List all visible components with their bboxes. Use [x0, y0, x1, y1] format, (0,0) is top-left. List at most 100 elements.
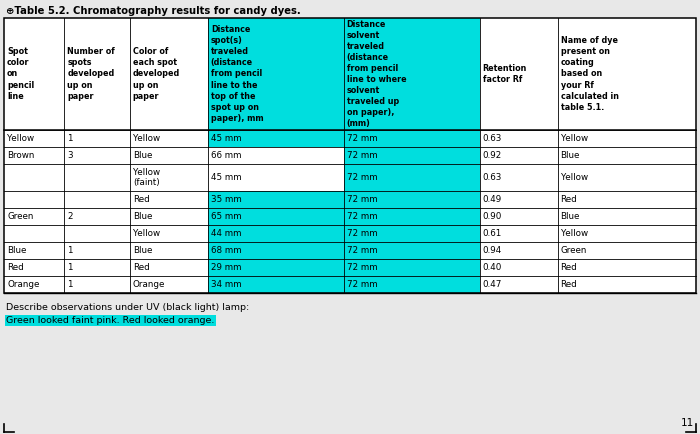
Bar — [130, 225, 208, 242]
Text: Describe observations under UV (black light) lamp:: Describe observations under UV (black li… — [6, 303, 249, 312]
Bar — [130, 130, 208, 147]
Text: Spot
color
on
pencil
line: Spot color on pencil line — [7, 47, 34, 101]
Bar — [130, 242, 208, 259]
Bar — [4, 242, 64, 259]
Text: 0.90: 0.90 — [482, 212, 502, 221]
Text: 29 mm: 29 mm — [211, 263, 241, 272]
Text: Orange: Orange — [7, 280, 39, 289]
Bar — [480, 130, 558, 147]
Text: 66 mm: 66 mm — [211, 151, 241, 160]
Bar — [4, 208, 64, 225]
Text: 72 mm: 72 mm — [346, 246, 377, 255]
Text: Number of
spots
developed
up on
paper: Number of spots developed up on paper — [67, 47, 115, 101]
Bar — [64, 130, 130, 147]
Bar — [208, 259, 344, 276]
Bar — [480, 191, 558, 208]
Bar — [4, 147, 64, 164]
Bar — [208, 191, 344, 208]
Bar — [64, 225, 130, 242]
Bar — [344, 242, 480, 259]
Text: Name of dye
present on
coating
based on
your Rf
calculated in
table 5.1.: Name of dye present on coating based on … — [561, 36, 619, 112]
Bar — [558, 242, 696, 259]
Bar — [480, 147, 558, 164]
Text: Orange: Orange — [133, 280, 165, 289]
Text: Yellow: Yellow — [133, 229, 160, 238]
Text: 72 mm: 72 mm — [346, 151, 377, 160]
Bar — [208, 130, 344, 147]
Bar — [558, 147, 696, 164]
Text: Blue: Blue — [133, 212, 152, 221]
Text: 0.40: 0.40 — [482, 263, 502, 272]
Text: 1: 1 — [67, 280, 73, 289]
Text: Red: Red — [561, 195, 578, 204]
Bar — [480, 164, 558, 191]
Text: Yellow: Yellow — [561, 173, 588, 182]
Bar — [344, 276, 480, 293]
Bar — [558, 259, 696, 276]
Text: Green: Green — [561, 246, 587, 255]
Text: Distance
spot(s)
traveled
(distance
from pencil
line to the
top of the
spot up o: Distance spot(s) traveled (distance from… — [211, 25, 263, 123]
Text: Green: Green — [7, 212, 34, 221]
Bar — [4, 18, 696, 293]
Text: Blue: Blue — [7, 246, 27, 255]
Text: Red: Red — [561, 263, 578, 272]
Text: Yellow: Yellow — [7, 134, 34, 143]
Bar — [208, 242, 344, 259]
Text: 1: 1 — [67, 246, 73, 255]
Text: Yellow: Yellow — [561, 229, 588, 238]
Bar — [130, 208, 208, 225]
Bar — [130, 147, 208, 164]
Bar — [4, 164, 64, 191]
Bar — [344, 18, 480, 130]
Text: 0.61: 0.61 — [482, 229, 502, 238]
Bar — [344, 164, 480, 191]
Bar — [130, 276, 208, 293]
Bar — [4, 191, 64, 208]
Text: Blue: Blue — [561, 212, 580, 221]
Text: 0.49: 0.49 — [482, 195, 502, 204]
Text: Retention
factor Rf: Retention factor Rf — [482, 64, 527, 84]
Text: Red: Red — [561, 280, 578, 289]
Text: Distance
solvent
traveled
(distance
from pencil
line to where
solvent
traveled u: Distance solvent traveled (distance from… — [346, 20, 406, 128]
Text: 1: 1 — [67, 134, 73, 143]
Bar — [558, 225, 696, 242]
Text: ⊕Table 5.2. Chromatography results for candy dyes.: ⊕Table 5.2. Chromatography results for c… — [6, 6, 301, 16]
Bar — [208, 276, 344, 293]
Text: Red: Red — [133, 263, 150, 272]
Text: 3: 3 — [67, 151, 73, 160]
Bar — [4, 276, 64, 293]
Bar — [480, 259, 558, 276]
Text: Yellow: Yellow — [133, 134, 160, 143]
Bar — [64, 147, 130, 164]
Text: 44 mm: 44 mm — [211, 229, 241, 238]
Bar — [558, 276, 696, 293]
Bar — [480, 225, 558, 242]
Text: 0.94: 0.94 — [482, 246, 502, 255]
Text: Blue: Blue — [133, 151, 152, 160]
Bar — [480, 208, 558, 225]
Bar — [208, 164, 344, 191]
Text: 0.63: 0.63 — [482, 134, 502, 143]
Text: Yellow
(faint): Yellow (faint) — [133, 168, 160, 187]
Bar — [480, 276, 558, 293]
Text: 0.63: 0.63 — [482, 173, 502, 182]
Text: Blue: Blue — [561, 151, 580, 160]
Text: 0.47: 0.47 — [482, 280, 502, 289]
Bar — [4, 18, 696, 293]
Text: 2: 2 — [67, 212, 73, 221]
Bar — [64, 276, 130, 293]
Text: 72 mm: 72 mm — [346, 134, 377, 143]
Text: Red: Red — [133, 195, 150, 204]
Text: 45 mm: 45 mm — [211, 134, 241, 143]
Bar — [344, 130, 480, 147]
Bar — [208, 18, 344, 130]
Bar — [558, 208, 696, 225]
Bar — [130, 164, 208, 191]
Bar — [558, 130, 696, 147]
Text: Yellow: Yellow — [561, 134, 588, 143]
Text: Brown: Brown — [7, 151, 34, 160]
Text: 11: 11 — [680, 418, 694, 428]
Text: Color of
each spot
developed
up on
paper: Color of each spot developed up on paper — [133, 47, 180, 101]
Text: Green looked faint pink. Red looked orange.: Green looked faint pink. Red looked oran… — [6, 316, 214, 325]
Text: 72 mm: 72 mm — [346, 212, 377, 221]
